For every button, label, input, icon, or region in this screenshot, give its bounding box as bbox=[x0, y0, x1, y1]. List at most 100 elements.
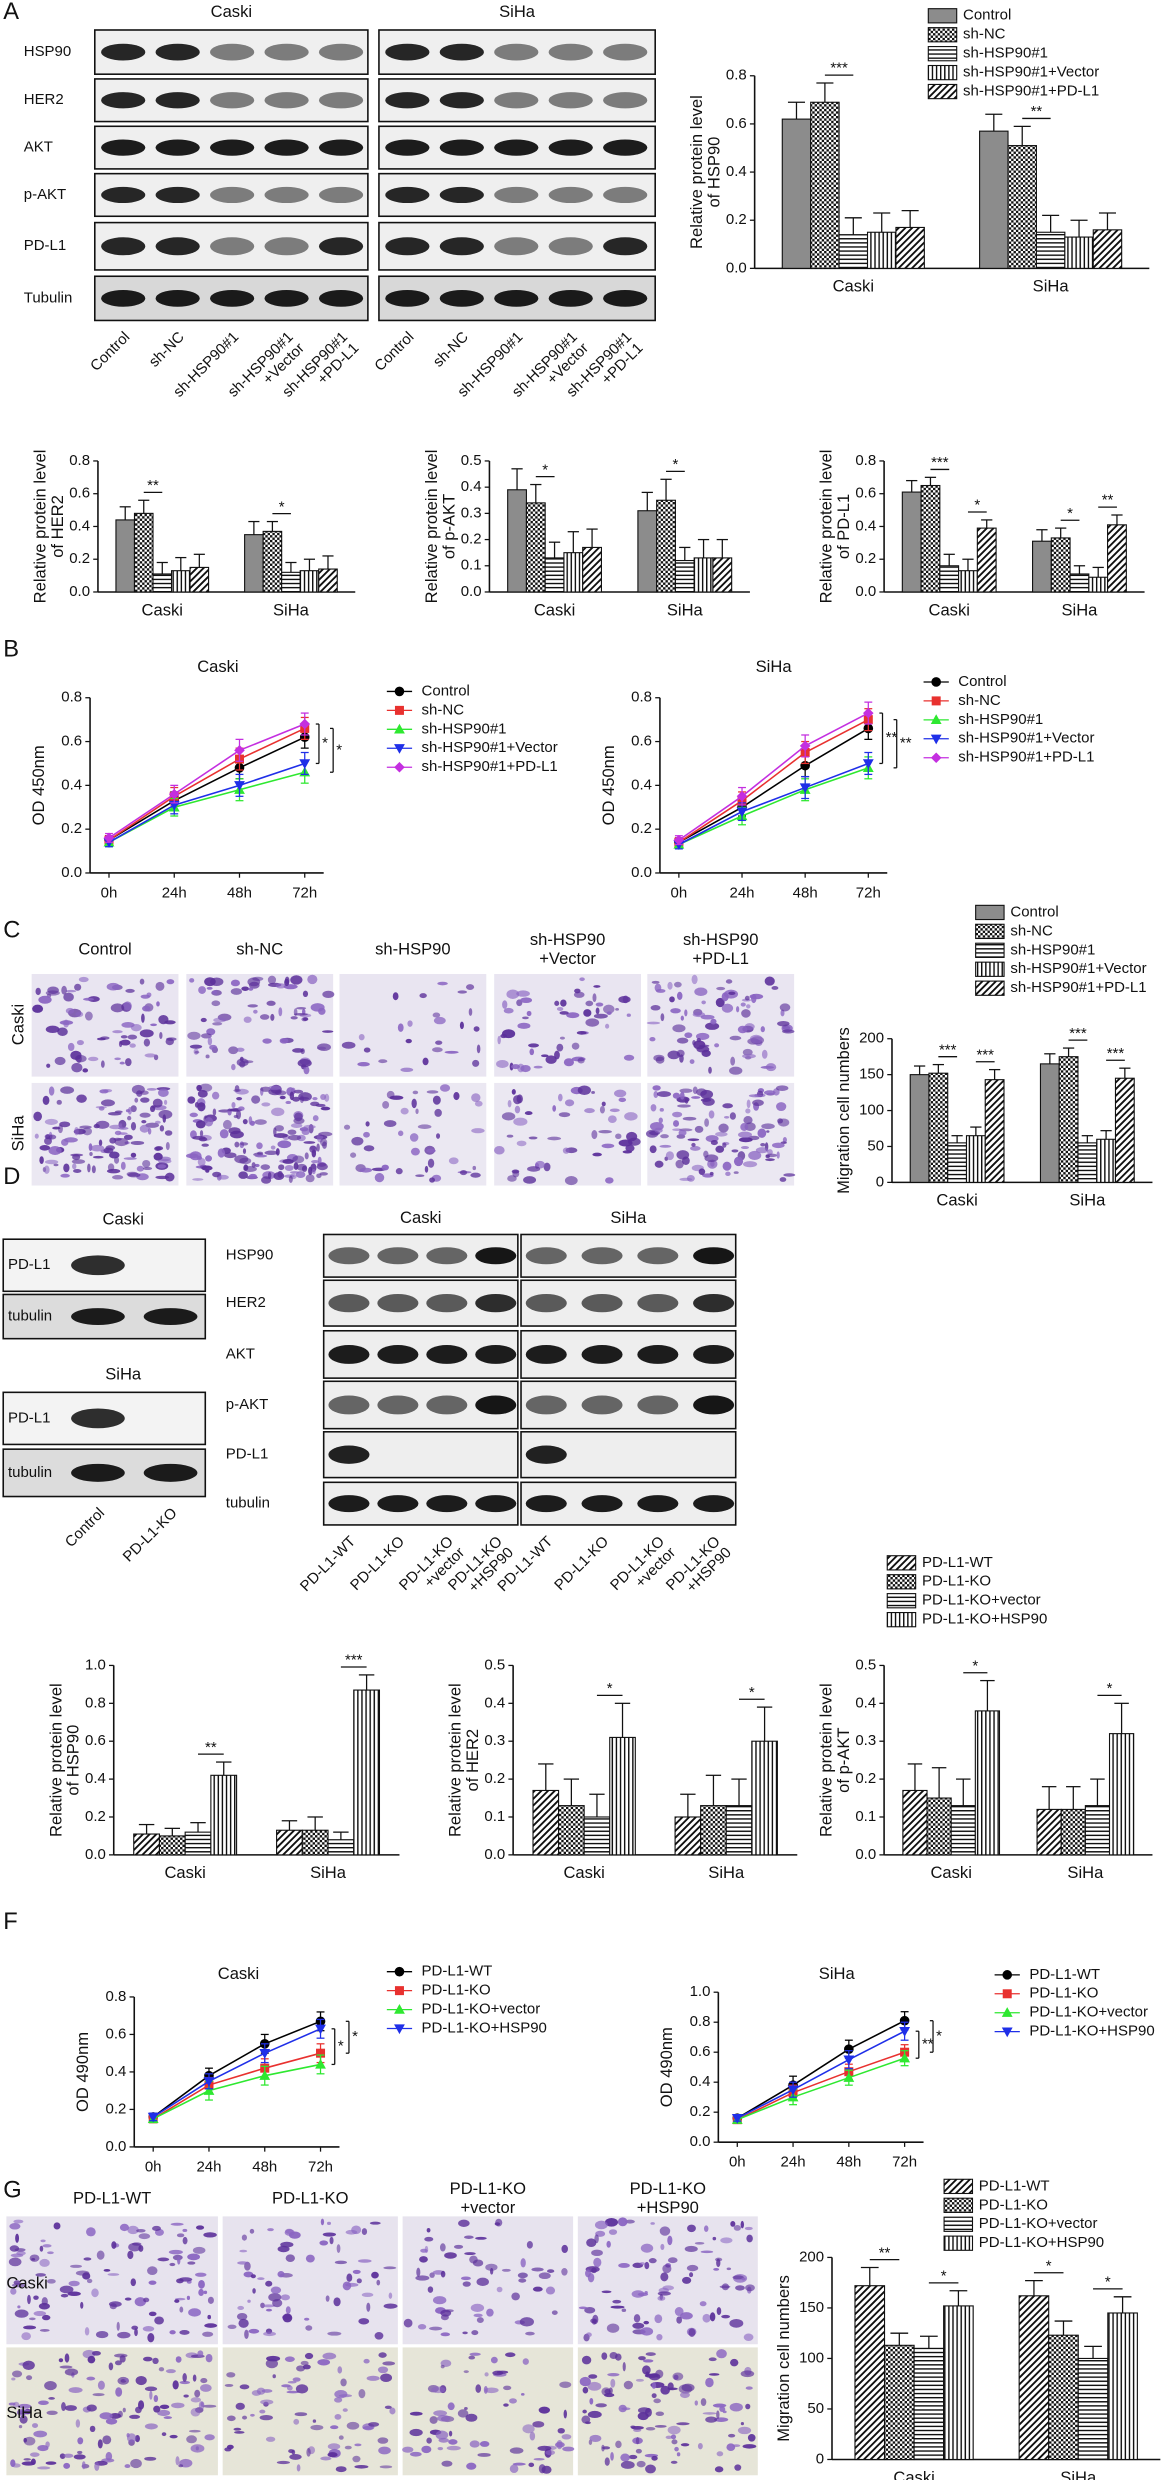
stained-cell bbox=[260, 2399, 274, 2405]
stained-cell bbox=[429, 1177, 436, 1183]
marker bbox=[394, 686, 405, 697]
stained-cell bbox=[584, 2306, 596, 2314]
stained-cell bbox=[757, 1128, 767, 1138]
stained-cell bbox=[645, 2427, 656, 2431]
stained-cell bbox=[54, 1056, 66, 1066]
stained-cell bbox=[366, 2302, 371, 2312]
stained-cell bbox=[513, 1117, 528, 1126]
stained-cell bbox=[589, 2397, 594, 2405]
stained-cell bbox=[27, 2294, 31, 2305]
y-tick-label: 0.4 bbox=[690, 2073, 711, 2090]
stained-cell bbox=[144, 1053, 157, 1058]
stained-cell bbox=[722, 1142, 727, 1148]
stained-cell bbox=[601, 2290, 612, 2294]
legend-label: PD-L1-KO bbox=[1029, 1985, 1098, 2002]
stained-cell bbox=[381, 1164, 389, 1171]
stained-cell bbox=[678, 1129, 687, 1136]
blot-band bbox=[494, 289, 539, 307]
stained-cell bbox=[622, 1150, 633, 1154]
stained-cell bbox=[195, 2225, 205, 2230]
stained-cell bbox=[46, 2410, 58, 2415]
stained-cell bbox=[733, 1171, 739, 1174]
stained-cell bbox=[612, 2299, 622, 2304]
stained-cell bbox=[417, 2324, 427, 2330]
stained-cell bbox=[48, 1086, 55, 1096]
x-tick-label: 48h bbox=[227, 884, 252, 901]
stained-cell bbox=[190, 2407, 201, 2417]
marker bbox=[394, 705, 404, 715]
blot-band bbox=[525, 1247, 567, 1265]
marker bbox=[899, 2027, 911, 2037]
stained-cell bbox=[35, 2273, 47, 2277]
stained-cell bbox=[342, 2408, 348, 2412]
stained-cell bbox=[178, 2464, 184, 2468]
stained-cell bbox=[338, 2435, 344, 2440]
stained-cell bbox=[285, 2254, 295, 2262]
stained-cell bbox=[649, 1036, 656, 1042]
blot-band bbox=[210, 237, 255, 256]
stained-cell bbox=[322, 990, 335, 999]
series-line bbox=[678, 718, 869, 843]
y-axis-label: Relative protein level bbox=[422, 450, 441, 604]
chart-title: Caski bbox=[218, 1964, 259, 1983]
blot-band bbox=[581, 1395, 623, 1415]
stained-cell bbox=[422, 1057, 429, 1066]
stained-cell bbox=[564, 1099, 575, 1107]
stained-cell bbox=[70, 2264, 82, 2268]
stained-cell bbox=[146, 992, 152, 998]
stained-cell bbox=[219, 1129, 229, 1139]
stained-cell bbox=[319, 1172, 328, 1176]
stained-cell bbox=[587, 2381, 602, 2391]
stained-cell bbox=[45, 1134, 51, 1140]
stained-cell bbox=[152, 2225, 161, 2232]
y-tick-label: 0.2 bbox=[484, 1770, 505, 1787]
stained-cell bbox=[463, 2235, 474, 2239]
stained-cell bbox=[672, 1092, 681, 1099]
bar bbox=[947, 1142, 968, 1183]
stained-cell bbox=[324, 1093, 330, 1102]
blot-band bbox=[637, 1344, 679, 1364]
stained-cell bbox=[330, 2425, 339, 2430]
stained-cell bbox=[672, 1128, 683, 1132]
stained-cell bbox=[615, 1133, 622, 1140]
stained-cell bbox=[722, 1103, 733, 1109]
stained-cell bbox=[606, 2323, 620, 2333]
bar bbox=[301, 1829, 329, 1856]
stained-cell bbox=[128, 2242, 142, 2252]
column-label: sh-NC bbox=[236, 940, 283, 959]
bar bbox=[943, 2305, 974, 2461]
legend-label: sh-NC bbox=[422, 701, 465, 718]
stained-cell bbox=[86, 2278, 93, 2284]
stained-cell bbox=[740, 1002, 746, 1007]
panel-label: A bbox=[3, 0, 19, 25]
stained-cell bbox=[127, 2225, 139, 2235]
significance-label: *** bbox=[1107, 1045, 1125, 1062]
series-line bbox=[108, 771, 305, 844]
stained-cell bbox=[421, 2445, 432, 2454]
stained-cell bbox=[506, 1134, 514, 1138]
stained-cell bbox=[127, 1034, 138, 1040]
stained-cell bbox=[562, 1147, 570, 1154]
blot-band bbox=[155, 92, 200, 109]
stained-cell bbox=[59, 2285, 74, 2294]
stained-cell bbox=[84, 1011, 93, 1021]
stained-cell bbox=[224, 2383, 234, 2387]
stained-cell bbox=[415, 1108, 419, 1115]
stained-cell bbox=[402, 2446, 414, 2453]
blot-band bbox=[439, 186, 484, 204]
stained-cell bbox=[229, 1130, 244, 1139]
stained-cell bbox=[733, 1156, 744, 1167]
stained-cell bbox=[350, 1152, 357, 1158]
stained-cell bbox=[459, 1021, 464, 1030]
stained-cell bbox=[111, 2241, 117, 2249]
stained-cell bbox=[591, 1091, 595, 1094]
stained-cell bbox=[318, 1131, 333, 1137]
x-tick-label: 72h bbox=[856, 884, 881, 901]
series-line bbox=[152, 2052, 321, 2120]
stained-cell bbox=[559, 1036, 565, 1040]
stained-cell bbox=[57, 1027, 68, 1036]
stained-cell bbox=[684, 1009, 688, 1017]
stained-cell bbox=[164, 1130, 173, 1136]
stained-cell bbox=[704, 1118, 709, 1127]
